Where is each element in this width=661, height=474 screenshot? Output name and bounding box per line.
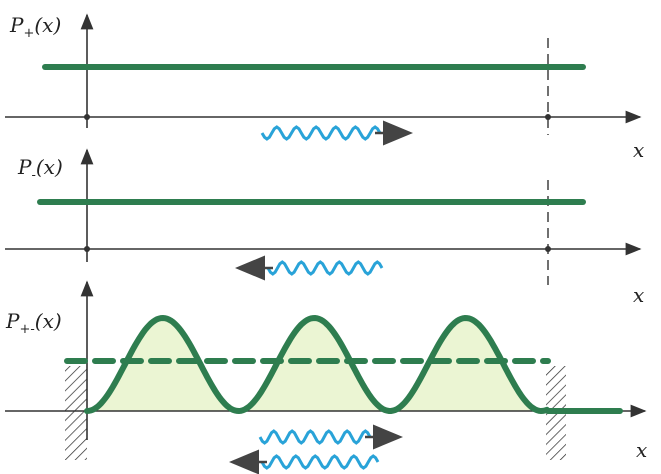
photon-wave	[262, 127, 380, 139]
photon-arrow	[260, 431, 398, 443]
axis-label: x	[633, 138, 644, 162]
origin	[84, 246, 90, 252]
photon-wave	[262, 456, 378, 468]
label: P+(x)	[9, 13, 61, 41]
panel-minus: P-(x) x	[5, 150, 644, 307]
photon-arrow	[234, 456, 378, 468]
label: P-(x)	[17, 155, 63, 183]
photon-arrow	[240, 262, 382, 274]
diagram: P+(x) x P-(x) x P+-(x) x	[0, 0, 661, 474]
end-point	[545, 114, 551, 120]
axis-label: x	[636, 438, 647, 462]
end-point	[545, 246, 551, 252]
label: P+-(x)	[5, 309, 62, 337]
photon-wave	[260, 431, 370, 443]
photon-wave	[268, 262, 382, 274]
wall-left	[65, 366, 87, 460]
axis-label: x	[633, 283, 644, 307]
origin	[84, 114, 90, 120]
photon-arrow	[262, 127, 408, 139]
wave-fill	[87, 318, 548, 411]
